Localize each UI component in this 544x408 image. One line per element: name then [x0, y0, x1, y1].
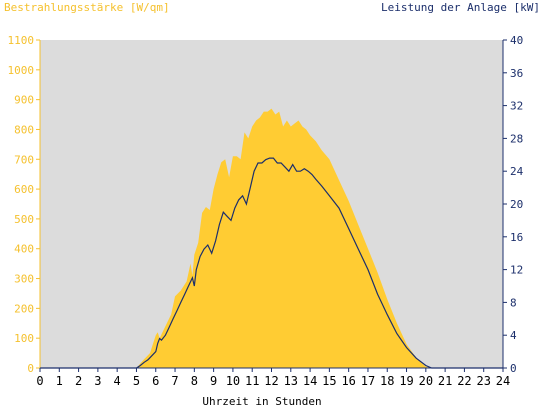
right-tick-label: 0	[510, 362, 517, 375]
left-tick-label: 500	[14, 213, 34, 226]
right-tick-label: 28	[510, 132, 523, 145]
left-tick-label: 1100	[8, 34, 35, 47]
x-tick-label: 17	[361, 374, 375, 388]
x-tick-label: 3	[94, 374, 101, 388]
x-tick-label: 18	[380, 374, 394, 388]
left-tick-label: 700	[14, 153, 34, 166]
left-tick-label: 0	[27, 362, 34, 375]
left-tick-group: 0 100 200 300 400 500 600 700 800 900 1000 1100	[8, 34, 40, 375]
x-tick-label: 24	[496, 374, 510, 388]
x-tick-label: 15	[322, 374, 336, 388]
x-tick-label: 0	[36, 374, 43, 388]
right-tick-label: 4	[510, 329, 517, 342]
right-tick-label: 36	[510, 67, 523, 80]
x-tick-label: 23	[476, 374, 490, 388]
series-layer	[40, 108, 503, 369]
right-tick-label: 12	[510, 264, 523, 277]
x-tick-label: 7	[171, 374, 178, 388]
left-tick-label: 400	[14, 243, 34, 256]
x-axis-title: Uhrzeit in Stunden	[202, 395, 321, 408]
left-tick-label: 200	[14, 302, 34, 315]
right-tick-group: 0 4 8 12 16 20 24 28 32 36 40	[503, 34, 524, 375]
left-axis-title: Bestrahlungsstärke [W/qm]	[4, 1, 170, 14]
left-tick-label: 100	[14, 332, 34, 345]
left-tick-label: 1000	[8, 64, 35, 77]
x-tick-label: 4	[114, 374, 121, 388]
x-tick-label: 21	[438, 374, 452, 388]
irradiance-area	[40, 108, 503, 368]
x-tick-label: 10	[226, 374, 240, 388]
x-tick-label: 22	[457, 374, 471, 388]
right-tick-label: 20	[510, 198, 523, 211]
left-tick-label: 900	[14, 94, 34, 107]
x-tick-label: 8	[191, 374, 198, 388]
x-tick-label: 19	[399, 374, 413, 388]
x-tick-label: 6	[152, 374, 159, 388]
x-tick-group: 0 1 2 3 4 5 6 7 8 9 10 11 12 13 14 15 16 17 18 19 20 21 22 23 24	[36, 368, 510, 388]
right-tick-label: 8	[510, 296, 517, 309]
left-tick-label: 300	[14, 273, 34, 286]
x-tick-label: 5	[133, 374, 140, 388]
x-tick-label: 12	[264, 374, 278, 388]
right-axis-title: Leistung der Anlage [kW]	[381, 1, 540, 14]
x-tick-label: 11	[245, 374, 259, 388]
x-tick-label: 1	[56, 374, 63, 388]
x-tick-label: 13	[284, 374, 298, 388]
right-tick-label: 32	[510, 100, 523, 113]
x-tick-label: 9	[210, 374, 217, 388]
x-tick-label: 14	[303, 374, 317, 388]
right-tick-label: 16	[510, 231, 523, 244]
right-tick-label: 40	[510, 34, 523, 47]
x-tick-label: 16	[341, 374, 355, 388]
right-tick-label: 24	[510, 165, 524, 178]
power-line	[40, 157, 503, 369]
left-tick-label: 800	[14, 123, 34, 136]
left-tick-label: 600	[14, 183, 34, 196]
x-tick-label: 2	[75, 374, 82, 388]
x-tick-label: 20	[419, 374, 433, 388]
